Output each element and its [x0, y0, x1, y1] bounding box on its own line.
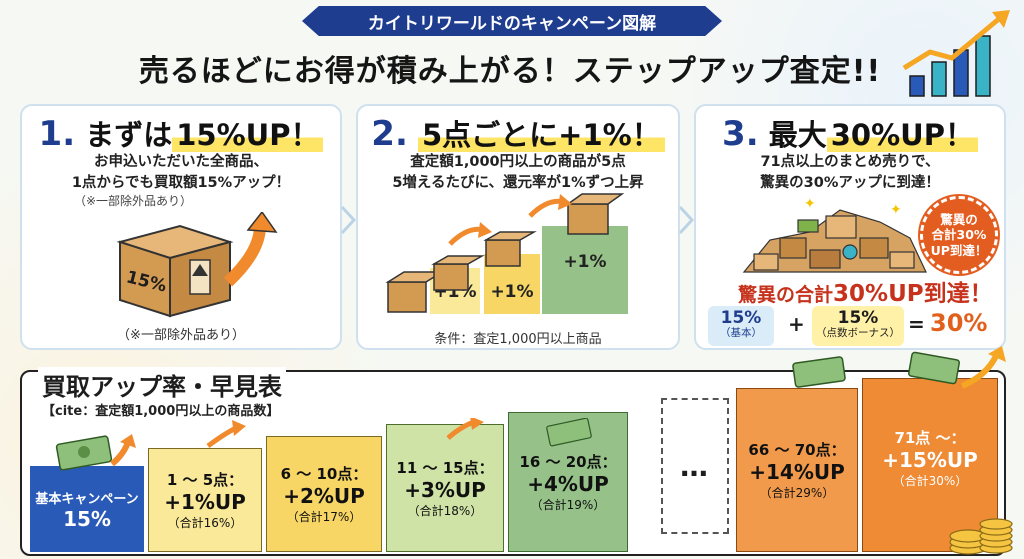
chevron-right-icon-2 [678, 205, 694, 235]
tier-1-up: +1%UP [164, 490, 246, 514]
pile-caption-big: 30%UP到達！ [833, 281, 993, 307]
ribbon-text: カイトリワールドのキャンペーン図解 [367, 13, 657, 34]
growth-chart-icon [902, 10, 1010, 97]
equation-bonus-value: 15% [837, 308, 879, 328]
equation-bonus-box: 15% （点数ボーナス） [812, 306, 904, 346]
tier-6-up: +15%UP [882, 448, 978, 472]
tier-3-range: 11 ～ 15点： [396, 459, 494, 477]
equation-base-box: 15% （基本） [708, 306, 774, 346]
step-2-line-1: 査定額1,000円以上の商品が5点 [410, 154, 626, 170]
step-2-title: 2. 5点ごとに+1%！ [358, 112, 678, 154]
tier-4-up: +4%UP [527, 472, 609, 496]
step-2-number: 2. [371, 114, 408, 154]
tier-2-total: （合計17%） [286, 510, 362, 524]
step-3-line-2: 驚異の30%アップに到達！ [760, 175, 940, 192]
step-2-description: 査定額1,000円以上の商品が5点 5増えるたびに、還元率が1%ずつ上昇 [358, 152, 678, 194]
step-3-title: 3. 最大 30%UP！ [696, 112, 1004, 154]
svg-text:✦: ✦ [804, 196, 816, 212]
equation-base-value: 15% [720, 308, 762, 328]
ellipsis-text: … [680, 449, 710, 483]
tier-2-range: 6 ～ 10点： [280, 465, 368, 483]
step-1-title-highlight: 15%UP！ [172, 118, 324, 152]
step-2-title-highlight: 5点ごとに+1%！ [417, 118, 665, 152]
step-1-title: 1. まずは 15%UP！ [22, 112, 340, 154]
rate-table-subtitle: 【cite：査定額1,000円以上の商品数】 [42, 404, 280, 419]
stair-label-3: +1% [563, 252, 607, 272]
equation-plus: + [788, 312, 805, 336]
tier-6-range: 71点 ～： [894, 429, 966, 447]
step-2-bottom-note: 条件：査定1,000円以上商品 [434, 332, 602, 347]
cash-arrow-icon [792, 346, 1006, 389]
tier-1-range: 1 ～ 5点： [166, 471, 244, 489]
tier-2-up: +2%UP [283, 484, 365, 508]
tier-bar-3: 11 ～ 15点： +3%UP （合計18%） [386, 424, 504, 552]
base-campaign-rate: 15% [63, 506, 111, 531]
tier-3-total: （合計18%） [407, 504, 483, 518]
tier-5-range: 66 ～ 70点： [748, 441, 846, 459]
svg-text:✦: ✦ [890, 202, 902, 218]
step-3-line-1: 71点以上のまとめ売りで、 [760, 154, 940, 170]
stair-label-2: +1% [490, 282, 534, 302]
stair-step-3: +1% [542, 226, 628, 314]
tier-5-up: +14%UP [749, 460, 845, 484]
step-1-bottom-note: （※一部除外品あり） [117, 328, 245, 343]
equation-bonus-sub: （点数ボーナス） [816, 326, 900, 339]
cash-icon [55, 434, 136, 471]
chevron-right-icon [340, 205, 356, 235]
pile-caption: 驚異の合計30%UP到達！ [738, 274, 993, 308]
step-3-title-pre: 最大 [768, 118, 827, 152]
step-3-title-highlight: 30%UP！ [826, 118, 978, 152]
tier-bar-5: 66 ～ 70点： +14%UP （合計29%） [736, 388, 858, 552]
step-1-number: 1. [38, 114, 76, 154]
coins-icon [949, 518, 1013, 555]
tier-arrows-icon [206, 418, 592, 449]
step-3-number: 3. [722, 114, 759, 154]
rate-table-title: 買取アップ率・早見表 [38, 367, 286, 402]
ellipsis-gap: … [661, 398, 729, 534]
tier-3-up: +3%UP [404, 478, 486, 502]
tier-bar-2: 6 ～ 10点： +2%UP （合計17%） [266, 436, 382, 552]
box-15-percent-icon [116, 212, 278, 318]
tier-4-total: （合計19%） [530, 498, 606, 512]
max-rate-badge: 驚異の 合計30% UP到達！ [920, 196, 998, 274]
base-campaign-bar: 基本キャンペーン 15% [30, 466, 144, 552]
page-title: 売るほどにお得が積み上がる！ステップアップ査定!! [138, 54, 882, 89]
badge-line-2: 合計30% [931, 227, 987, 243]
tier-4-range: 16 ～ 20点： [519, 453, 617, 471]
step-1-line-2: 1点からでも買取額15%アップ！ [71, 175, 291, 192]
step-2-line-2: 5増えるたびに、還元率が1%ずつ上昇 [392, 175, 644, 192]
campaign-ribbon: カイトリワールドのキャンペーン図解 [302, 6, 722, 36]
tier-1-total: （合計16%） [167, 516, 243, 530]
equation-base-sub: （基本） [720, 326, 762, 339]
step-1-line-1: お申込いただいた全商品、 [94, 154, 268, 170]
tier-bar-1: 1 ～ 5点： +1%UP （合計16%） [148, 448, 262, 552]
pile-caption-pre: 驚異の合計 [738, 284, 834, 306]
tier-5-total: （合計29%） [759, 486, 835, 500]
step-1-description: お申込いただいた全商品、 1点からでも買取額15%アップ！ [22, 152, 340, 194]
badge-line-3: UP到達！ [930, 242, 988, 258]
step-3-description: 71点以上のまとめ売りで、 驚異の30%アップに到達！ [696, 152, 1004, 194]
step-1-note: （※一部除外品あり） [74, 194, 193, 208]
boxes-stairs-icon [385, 193, 625, 313]
step-1-title-pre: まずは [85, 118, 173, 152]
badge-line-1: 驚異の [940, 211, 978, 227]
box-pile-icon: ✦ ✦ [742, 196, 927, 273]
equation-equals: = [908, 312, 925, 336]
tier-6-total: （合計30%） [892, 474, 968, 488]
equation-result: 30% [930, 309, 988, 337]
base-campaign-label: 基本キャンペーン [35, 491, 139, 507]
